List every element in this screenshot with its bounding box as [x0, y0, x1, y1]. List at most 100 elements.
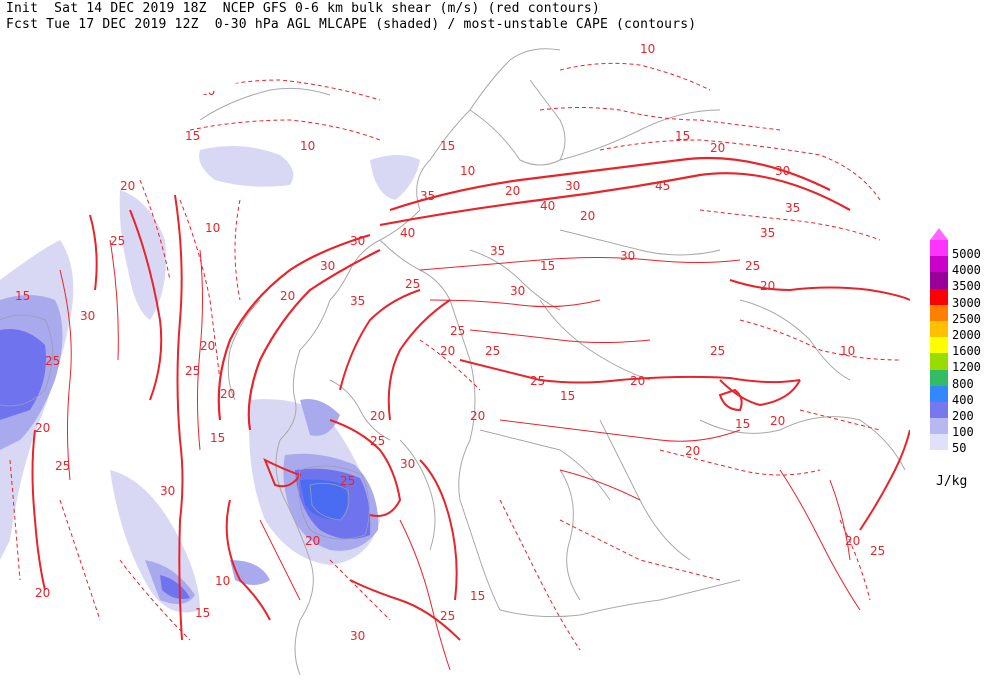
legend-swatch [930, 369, 948, 386]
svg-text:30: 30 [775, 164, 790, 178]
svg-text:20: 20 [470, 409, 485, 423]
legend-swatch [930, 337, 948, 354]
shear-contours [31, 156, 911, 641]
legend-row: 2000 [930, 320, 1000, 341]
legend-row: 800 [930, 369, 1000, 390]
svg-text:20: 20 [35, 421, 50, 435]
svg-text:25: 25 [340, 474, 355, 488]
svg-text:15: 15 [470, 589, 485, 603]
legend-row: 50 [930, 434, 1000, 454]
legend-swatch [930, 353, 948, 370]
svg-text:20: 20 [440, 344, 455, 358]
svg-text:15: 15 [560, 389, 575, 403]
legend-label: 50 [952, 441, 967, 456]
svg-text:35: 35 [420, 189, 435, 203]
svg-text:20: 20 [200, 339, 215, 353]
svg-text:15: 15 [540, 259, 555, 273]
contour-labels: 10 10 10 15 15 20 20 25 20 30 30 35 35 4… [15, 42, 885, 643]
legend-swatch [930, 256, 948, 273]
svg-text:15: 15 [185, 129, 200, 143]
svg-text:20: 20 [370, 409, 385, 423]
svg-text:40: 40 [540, 199, 555, 213]
svg-text:30: 30 [565, 179, 580, 193]
legend-label: 3000 [952, 295, 981, 310]
svg-text:30: 30 [350, 234, 365, 248]
svg-text:30: 30 [350, 629, 365, 643]
legend-swatch [930, 272, 948, 289]
legend-row: 2500 [930, 304, 1000, 325]
legend-row: 200 [930, 401, 1000, 422]
svg-text:20: 20 [580, 209, 595, 223]
legend-swatch [930, 320, 948, 338]
svg-text:15: 15 [15, 289, 30, 303]
svg-text:20: 20 [220, 387, 235, 401]
legend-row: 5000 [930, 240, 1000, 260]
legend-label: 3500 [952, 279, 981, 294]
header-fcst-line: Fcst Tue 17 DEC 2019 12Z 0-30 hPa AGL ML… [6, 17, 697, 32]
svg-text:30: 30 [320, 259, 335, 273]
legend-row: 3000 [930, 288, 1000, 309]
svg-text:10: 10 [215, 574, 230, 588]
svg-text:20: 20 [35, 586, 50, 600]
svg-text:10: 10 [300, 139, 315, 153]
svg-text:20: 20 [630, 374, 645, 388]
svg-text:40: 40 [400, 226, 415, 240]
legend-swatch [930, 418, 948, 435]
domain-mask [0, 38, 1000, 680]
legend-row: 1600 [930, 337, 1000, 357]
cape-legend: 5000 4000 3500 3000 2500 2000 1600 1200 … [930, 228, 1000, 454]
svg-text:20: 20 [120, 179, 135, 193]
legend-unit: J/kg [936, 474, 968, 489]
svg-text:20: 20 [760, 279, 775, 293]
cape-contours [0, 314, 370, 540]
legend-swatch [930, 304, 948, 321]
svg-text:20: 20 [770, 414, 785, 428]
svg-text:15: 15 [195, 606, 210, 620]
svg-text:25: 25 [45, 354, 60, 368]
svg-text:25: 25 [870, 544, 885, 558]
header-init-line: Init Sat 14 DEC 2019 18Z NCEP GFS 0-6 km… [6, 1, 600, 16]
legend-label: 2500 [952, 311, 981, 326]
legend-row: 3500 [930, 272, 1000, 292]
svg-text:25: 25 [710, 344, 725, 358]
legend-label: 100 [952, 425, 974, 440]
svg-text:15: 15 [735, 417, 750, 431]
svg-text:20: 20 [845, 534, 860, 548]
map-domain [0, 38, 910, 680]
svg-text:30: 30 [160, 484, 175, 498]
legend-swatch [930, 288, 948, 305]
svg-text:15: 15 [440, 139, 455, 153]
cape-shading [0, 146, 420, 613]
coastlines [199, 48, 906, 676]
svg-text:10: 10 [460, 164, 475, 178]
svg-text:25: 25 [55, 459, 70, 473]
svg-text:20: 20 [505, 184, 520, 198]
legend-row: 100 [930, 418, 1000, 438]
legend-label: 5000 [952, 247, 981, 261]
svg-text:25: 25 [745, 259, 760, 273]
svg-text:35: 35 [490, 244, 505, 258]
legend-arrow-icon [930, 228, 948, 240]
legend-swatch [930, 385, 948, 402]
svg-text:15: 15 [210, 431, 225, 445]
svg-text:25: 25 [485, 344, 500, 358]
svg-text:35: 35 [785, 201, 800, 215]
legend-label: 200 [952, 408, 974, 423]
legend-swatch [930, 401, 948, 419]
svg-text:25: 25 [110, 234, 125, 248]
legend-swatch [930, 240, 948, 257]
svg-text:30: 30 [620, 249, 635, 263]
svg-text:20: 20 [305, 534, 320, 548]
svg-text:35: 35 [350, 294, 365, 308]
svg-text:30: 30 [80, 309, 95, 323]
svg-text:10: 10 [840, 344, 855, 358]
shear-contours-dashed [9, 62, 901, 651]
svg-text:25: 25 [185, 364, 200, 378]
svg-text:25: 25 [370, 434, 385, 448]
svg-text:15: 15 [675, 129, 690, 143]
svg-text:25: 25 [530, 374, 545, 388]
svg-text:25: 25 [440, 609, 455, 623]
legend-label: 1200 [952, 360, 981, 375]
svg-text:30: 30 [510, 284, 525, 298]
